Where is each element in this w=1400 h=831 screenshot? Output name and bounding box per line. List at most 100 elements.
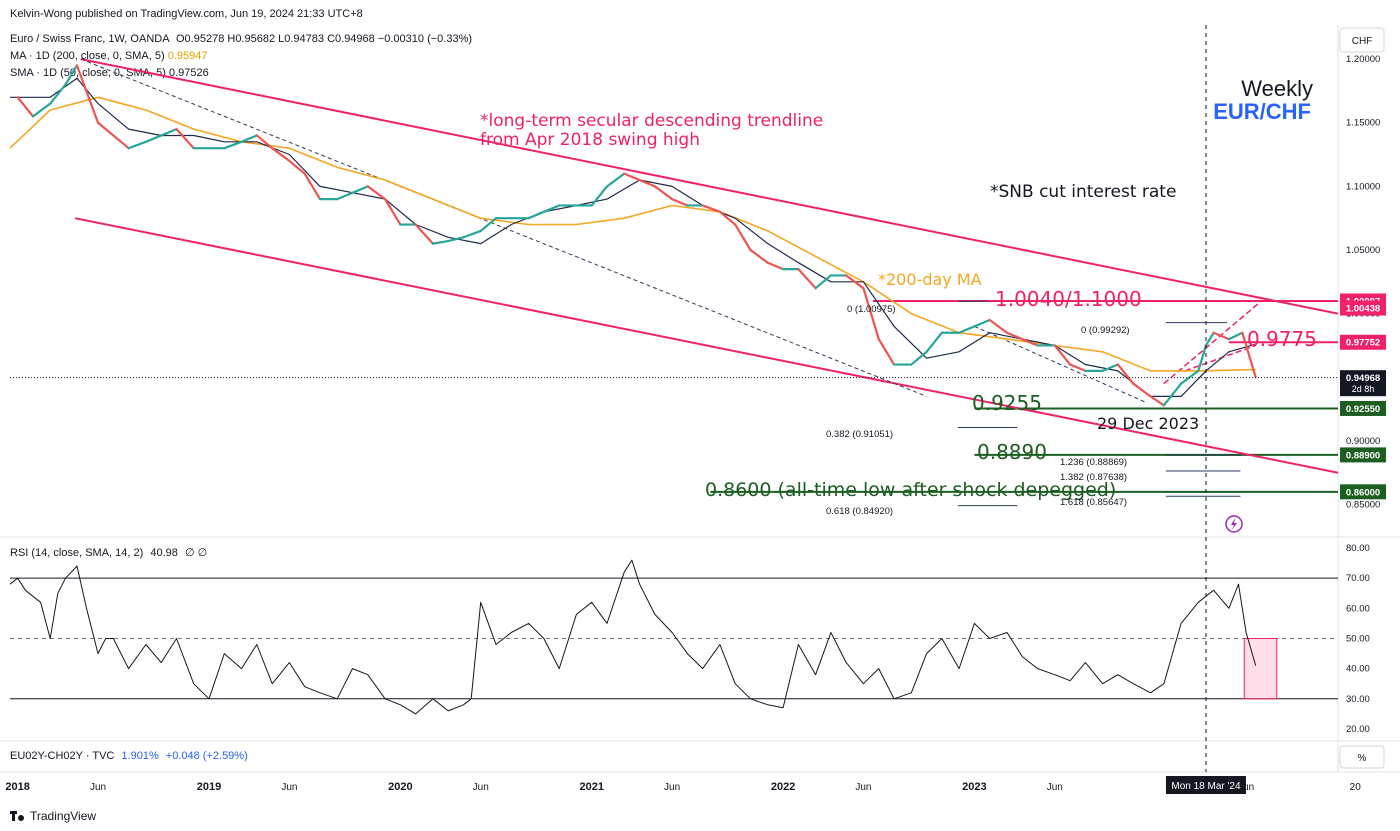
- price-segment: [1212, 331, 1231, 341]
- symbol-name: Euro / Swiss Franc, 1W, OANDA: [10, 33, 169, 45]
- fib-a-618: 0.618 (0.84920): [826, 506, 893, 517]
- price-segment: [1149, 395, 1165, 407]
- price-segment: [734, 223, 752, 252]
- rsi-line: [9, 559, 1257, 715]
- sma50-legend[interactable]: SMA · 1D (50, close, 0, SMA, 5) 0.97526: [10, 67, 209, 79]
- price-segment: [31, 102, 52, 118]
- price-segment: [336, 191, 354, 201]
- weekly-label: Weekly: [1241, 76, 1313, 101]
- ma200-line: [9, 96, 1256, 372]
- rsi-tick-label: 30.00: [1346, 694, 1370, 705]
- fib-a-382: 0.382 (0.91051): [826, 429, 893, 440]
- tradingview-brand: TradingView: [30, 809, 97, 823]
- price-tag-bg: [1340, 447, 1386, 463]
- trendline-lower: [74, 217, 1338, 474]
- time-tick-label: 20: [1350, 782, 1362, 793]
- price-segment: [797, 267, 817, 290]
- price-tag-label: 0.88900: [1346, 450, 1380, 461]
- rsi-extra: ∅ ∅: [184, 547, 208, 559]
- price-segment: [1241, 331, 1252, 360]
- price-segment: [303, 172, 322, 201]
- rsi-label: RSI (14, close, SMA, 14, 2): [10, 547, 144, 559]
- snb-note: *SNB cut interest rate: [990, 182, 1176, 202]
- price-tag-label: 0.92550: [1346, 404, 1380, 415]
- currency-box[interactable]: CHF: [1339, 27, 1385, 53]
- tradingview-logo[interactable]: TradingView: [10, 809, 96, 823]
- price-segment: [240, 134, 258, 143]
- price-segment: [814, 274, 833, 290]
- ma200-label: MA · 1D (200, close, 0, SMA, 5): [10, 50, 165, 62]
- rsi-polyline: [9, 559, 1257, 715]
- price-segment: [1101, 363, 1120, 373]
- price-segment: [605, 172, 626, 188]
- price-tick-label: 1.15000: [1346, 118, 1380, 129]
- price-segment: [749, 248, 769, 264]
- sma50-label: SMA · 1D (50, close, 0, SMA, 5): [10, 67, 166, 79]
- price-segment: [623, 172, 641, 182]
- time-tick-label: 2018: [5, 781, 29, 793]
- trendline-note-2: from Apr 2018 swing high: [480, 130, 700, 150]
- trendline-note-1: *long-term secular descending trendline: [480, 111, 823, 131]
- price-segment: [718, 210, 737, 226]
- ma200-legend[interactable]: MA · 1D (200, close, 0, SMA, 5) 0.95947: [10, 50, 208, 62]
- price-segment: [144, 134, 163, 143]
- price-segment: [542, 204, 561, 213]
- rsi-highlight-box: [1243, 637, 1278, 700]
- time-tick-label: 2021: [579, 781, 603, 793]
- price-segment: [127, 140, 147, 150]
- rsi-value: 40.98: [150, 547, 178, 559]
- currency-box-frame: [1339, 27, 1385, 53]
- price-segment: [1132, 382, 1152, 398]
- spread-label: EU02Y-CH02Y · TVC: [10, 750, 115, 762]
- currency-label: CHF: [1352, 36, 1373, 47]
- crosshair-date-label: Mon 18 Mar '24: [1171, 781, 1241, 792]
- time-tick-label: 2023: [962, 781, 986, 793]
- price-segment: [1116, 363, 1135, 385]
- price-tick-label: 0.90000: [1346, 436, 1380, 447]
- channel-upper: [1163, 300, 1262, 385]
- price-segment: [845, 274, 865, 290]
- time-tick-label: 2020: [388, 781, 412, 793]
- price-segment: [925, 331, 943, 353]
- ohlc-values: O0.95278 H0.95682 L0.94783 C0.94968 −0.0…: [176, 33, 473, 45]
- ma200-note: *200-day MA: [878, 270, 982, 289]
- price-segment: [527, 210, 545, 220]
- price-line: [16, 64, 1257, 407]
- time-tick-label: Jun: [664, 782, 680, 793]
- price-segment: [958, 325, 976, 334]
- price-segment: [75, 64, 100, 124]
- price-segment: [160, 127, 178, 137]
- lightning-icon-bolt: [1231, 518, 1237, 530]
- rsi-tick-label: 80.00: [1346, 543, 1370, 554]
- price-segment: [462, 229, 482, 239]
- rsi-legend[interactable]: RSI (14, close, SMA, 14, 2) 40.98 ∅ ∅: [10, 546, 207, 559]
- rsi-tick-label: 20.00: [1346, 724, 1370, 735]
- price-segment: [96, 121, 115, 137]
- price-segment: [701, 204, 722, 213]
- price-segment: [910, 350, 928, 366]
- time-tick-label: Jun: [281, 782, 297, 793]
- price-segment: [351, 185, 369, 194]
- symbol-legend[interactable]: Euro / Swiss Franc, 1W, OANDA O0.95278 H…: [10, 33, 472, 45]
- price-tag-sub: 2d 8h: [1352, 384, 1375, 394]
- lightning-icon[interactable]: [1225, 515, 1243, 533]
- support-3-label: 0.8600 (all-time low after shock depegge…: [705, 479, 1116, 501]
- price-segment: [1005, 331, 1024, 341]
- price-tick-label: 0.85000: [1346, 500, 1380, 511]
- percent-button[interactable]: %: [1339, 745, 1385, 769]
- spread-legend[interactable]: EU02Y-CH02Y · TVC 1.901% +0.048 (+2.59%): [10, 750, 248, 762]
- price-segment: [590, 185, 609, 207]
- price-segment: [1204, 331, 1215, 347]
- trendline-upper: [80, 58, 1338, 315]
- time-tick-label: Jun: [1047, 782, 1063, 793]
- time-tick-label: Jun: [473, 782, 489, 793]
- published-note: Kelvin-Wong published on TradingView.com…: [10, 8, 363, 20]
- spread-value: 1.901%: [121, 750, 159, 762]
- price-segment: [414, 223, 434, 245]
- rsi-box: [1243, 637, 1278, 700]
- price-tick-label: 1.05000: [1346, 245, 1380, 256]
- percent-button-frame: [1339, 745, 1385, 769]
- price-segment: [1227, 331, 1244, 341]
